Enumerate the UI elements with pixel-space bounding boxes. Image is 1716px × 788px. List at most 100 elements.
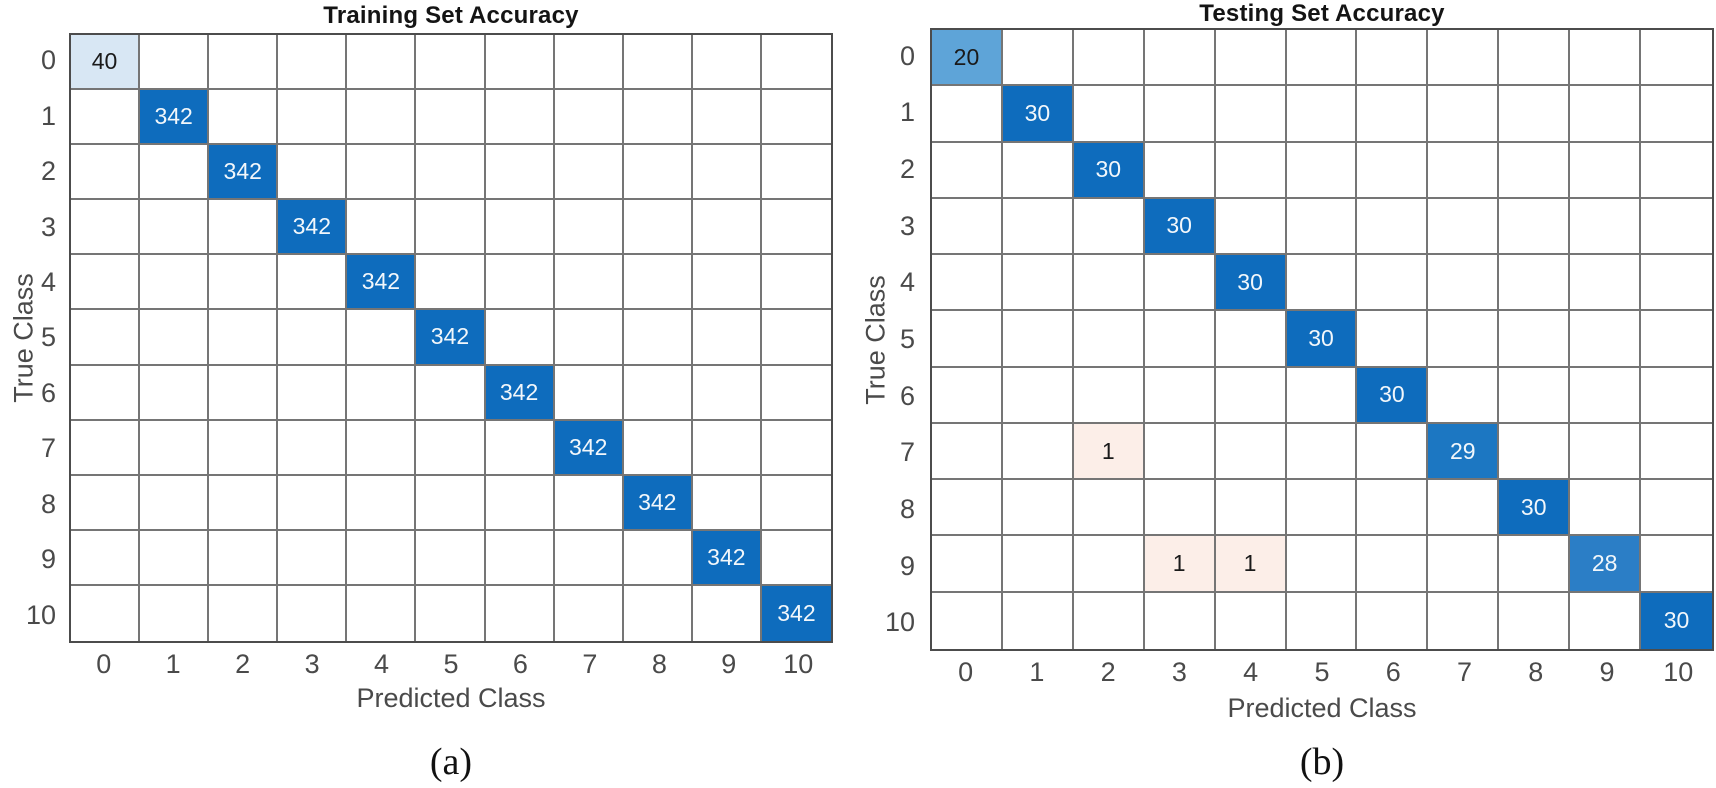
matrix-cell xyxy=(555,585,624,641)
matrix-cell xyxy=(932,367,1003,424)
matrix-cell xyxy=(347,475,417,531)
matrix-cell xyxy=(416,365,486,421)
matrix-cell xyxy=(347,530,417,586)
matrix-cell xyxy=(1144,142,1216,199)
matrix-cell xyxy=(1570,142,1642,199)
matrix-cell xyxy=(692,475,762,531)
x-tick-label: 4 xyxy=(1243,657,1259,687)
chart-title: Training Set Accuracy xyxy=(323,2,579,29)
matrix-cell xyxy=(416,90,486,146)
matrix-cell: 30 xyxy=(1002,86,1074,143)
matrix-cell xyxy=(761,421,831,476)
y-tick-label: 0 xyxy=(899,40,915,71)
x-tick-label: 3 xyxy=(304,649,320,679)
matrix-cell xyxy=(1357,592,1429,649)
matrix-cell xyxy=(1144,30,1216,87)
matrix-cell xyxy=(1641,536,1712,593)
matrix-cell xyxy=(1002,255,1074,312)
matrix-cell xyxy=(1428,367,1500,424)
matrix-cell xyxy=(692,145,762,201)
matrix-cell xyxy=(692,35,762,91)
matrix-cell xyxy=(761,145,831,201)
matrix-cell xyxy=(1428,255,1500,312)
matrix-cell xyxy=(554,35,624,91)
matrix-cell xyxy=(1073,367,1145,424)
matrix-cell xyxy=(140,35,210,91)
matrix-cell xyxy=(485,200,555,256)
matrix-cell xyxy=(1002,423,1074,481)
matrix-cell xyxy=(1499,311,1571,368)
y-tick-labels: 0 1 2 3 4 5 6 7 8 9 10 xyxy=(858,28,915,651)
matrix-cell xyxy=(1641,143,1712,199)
matrix-cell xyxy=(1357,198,1429,256)
matrix-cell xyxy=(1641,368,1712,424)
matrix-cell: 30 xyxy=(1357,367,1429,424)
matrix-cell xyxy=(623,255,693,311)
x-tick-label: 6 xyxy=(1385,657,1401,687)
subfigure-caption-a: (a) xyxy=(429,741,473,783)
matrix-cell: 20 xyxy=(932,30,1003,87)
matrix-cell xyxy=(1073,198,1145,256)
y-tick-label: 0 xyxy=(40,45,56,76)
matrix-cell xyxy=(1570,480,1642,537)
x-tick-label: 1 xyxy=(165,649,181,679)
y-tick-label: 8 xyxy=(899,493,915,524)
matrix-cell xyxy=(1357,480,1429,537)
matrix-cell xyxy=(416,255,486,311)
matrix-cell xyxy=(140,585,210,641)
matrix-cell xyxy=(1499,423,1571,481)
matrix-cell xyxy=(1144,423,1216,481)
matrix-cell xyxy=(554,475,624,531)
matrix-cell xyxy=(623,530,693,586)
matrix-cell xyxy=(932,255,1003,312)
matrix-cell xyxy=(1428,30,1500,87)
matrix-cell xyxy=(347,200,417,256)
matrix-cell xyxy=(485,310,555,366)
matrix-cell xyxy=(1286,480,1358,537)
matrix-cell xyxy=(1499,86,1571,143)
matrix-cell xyxy=(1570,86,1642,143)
matrix-cell xyxy=(1144,480,1216,537)
matrix-cell xyxy=(485,530,555,586)
matrix-cell xyxy=(347,310,417,366)
matrix-cell xyxy=(1357,311,1429,368)
matrix-cell xyxy=(1215,86,1287,143)
x-tick-label: 9 xyxy=(1599,657,1615,687)
matrix-cell xyxy=(1428,311,1500,368)
matrix-cell xyxy=(209,420,279,476)
matrix-cell xyxy=(1499,142,1571,199)
y-tick-label: 3 xyxy=(899,210,915,241)
matrix-cell xyxy=(140,310,210,366)
matrix-cell xyxy=(1499,30,1571,87)
y-tick-label: 9 xyxy=(899,550,915,581)
confusion-grid: 40 342 342 342 342 342 342 342 342 342 342 xyxy=(69,33,833,643)
y-tick-label: 5 xyxy=(899,324,915,355)
matrix-cell xyxy=(71,255,141,311)
matrix-cell xyxy=(761,35,831,91)
matrix-cell xyxy=(1215,311,1287,368)
matrix-cell xyxy=(761,476,831,531)
matrix-cell xyxy=(1641,255,1712,312)
matrix-cell xyxy=(1570,255,1642,312)
matrix-cell xyxy=(140,365,210,421)
matrix-cell xyxy=(209,90,279,146)
matrix-cell xyxy=(416,200,486,256)
matrix-cell xyxy=(554,145,624,201)
matrix-cell xyxy=(1215,480,1287,537)
matrix-cell xyxy=(1073,86,1145,143)
matrix-cell xyxy=(278,365,348,421)
y-tick-label: 7 xyxy=(899,437,915,468)
matrix-cell xyxy=(140,255,210,311)
y-tick-label: 4 xyxy=(40,267,56,298)
matrix-cell xyxy=(1357,30,1429,87)
matrix-cell xyxy=(1003,592,1074,649)
matrix-cell xyxy=(1286,86,1358,143)
matrix-cell xyxy=(209,310,279,366)
matrix-cell xyxy=(1357,142,1429,199)
matrix-cell xyxy=(624,585,693,641)
matrix-cell xyxy=(347,365,417,421)
matrix-cell xyxy=(486,585,555,641)
matrix-cell xyxy=(209,35,279,91)
matrix-cell: 1 xyxy=(1073,423,1145,481)
matrix-cell xyxy=(1570,30,1642,87)
